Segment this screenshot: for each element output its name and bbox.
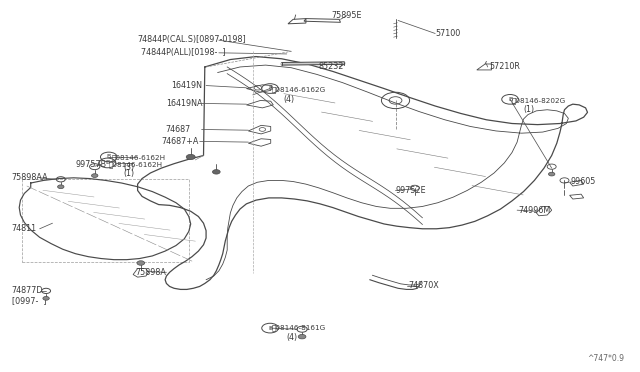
Text: B: B [107, 154, 111, 160]
Text: 74687+A: 74687+A [161, 137, 198, 146]
Circle shape [92, 174, 98, 177]
Text: (1): (1) [524, 105, 534, 114]
Text: 85232: 85232 [319, 62, 344, 71]
Text: B: B [268, 86, 272, 91]
Text: (1): (1) [124, 169, 134, 178]
Text: 74844P(CAL.S)[0897-0198]: 74844P(CAL.S)[0897-0198] [138, 35, 246, 44]
Text: 74811: 74811 [12, 224, 36, 233]
Circle shape [212, 170, 220, 174]
Text: 74844P(ALL)[0198-  ]: 74844P(ALL)[0198- ] [141, 48, 225, 57]
Text: 75895E: 75895E [332, 11, 362, 20]
Text: 74870X: 74870X [408, 281, 439, 290]
Circle shape [298, 334, 306, 339]
Text: 57100: 57100 [435, 29, 460, 38]
Text: 74687: 74687 [165, 125, 190, 134]
Text: 75898AA: 75898AA [12, 173, 48, 182]
Text: (4): (4) [287, 333, 298, 342]
Text: B: B [106, 160, 109, 166]
Circle shape [43, 296, 49, 300]
Text: 16419N: 16419N [172, 81, 202, 90]
Text: 99752E: 99752E [396, 186, 426, 195]
Text: 57210R: 57210R [490, 62, 520, 71]
Text: Ⓑ08146-8161G: Ⓑ08146-8161G [272, 325, 326, 331]
Text: 99605: 99605 [571, 177, 596, 186]
Text: B: B [268, 326, 272, 331]
Circle shape [137, 261, 145, 265]
Text: 99757B: 99757B [76, 160, 107, 169]
Circle shape [186, 154, 195, 160]
Text: Ⓑ08146-8202G: Ⓑ08146-8202G [512, 97, 566, 104]
Text: [0997-  ]: [0997- ] [12, 296, 46, 305]
Text: Ⓑ08146-6162H: Ⓑ08146-6162H [112, 155, 166, 161]
Text: ^747*0.9: ^747*0.9 [587, 354, 624, 363]
Text: 16419NA: 16419NA [166, 99, 203, 108]
Text: Ⓑ08146-6162G: Ⓑ08146-6162G [272, 87, 326, 93]
Text: Ⓑ08146-6162H: Ⓑ08146-6162H [109, 161, 163, 168]
Text: B: B [508, 97, 512, 102]
Text: 74877D: 74877D [12, 286, 43, 295]
Text: 74996M: 74996M [518, 206, 550, 215]
Circle shape [548, 172, 555, 176]
Text: (3): (3) [124, 163, 134, 172]
Text: (4): (4) [284, 95, 294, 104]
Text: 75898A: 75898A [136, 268, 166, 277]
Circle shape [58, 185, 64, 189]
